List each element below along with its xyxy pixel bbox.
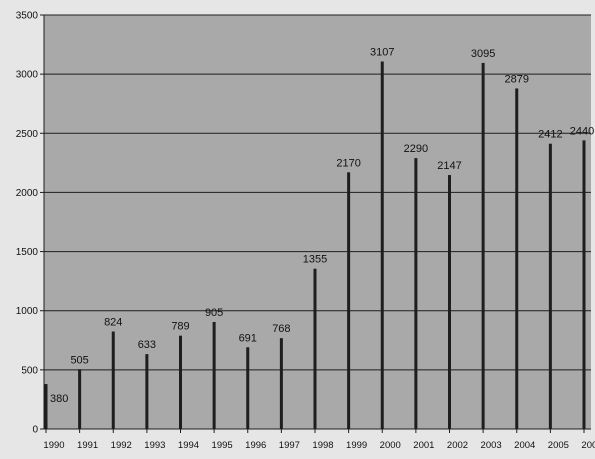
data-label-2001: 2290 [404, 143, 428, 155]
data-label-1992: 824 [104, 317, 122, 329]
data-label-1995: 905 [205, 307, 223, 319]
bar-1991 [78, 369, 82, 429]
bar-1996 [246, 347, 250, 429]
bar-2006 [582, 140, 586, 429]
y-tick-label: 1500 [16, 247, 39, 258]
x-tick-label: 1992 [111, 440, 132, 451]
x-tick-label: 1991 [77, 440, 98, 451]
data-label-1997: 768 [272, 323, 290, 335]
bars [44, 61, 586, 430]
data-label-1999: 2170 [336, 157, 360, 169]
x-tick-label: 2002 [447, 440, 468, 451]
data-label-1994: 789 [171, 321, 189, 333]
y-axis-ticks: 0 500 1000 1500 2000 2500 3000 3500 [16, 11, 44, 436]
y-tick-label: 2500 [16, 129, 39, 140]
y-tick-label: 0 [32, 425, 38, 436]
bar-2004 [515, 88, 519, 429]
x-axis-ticks: 1990 1991 1992 1993 1994 1995 1996 1997 1998 1999… [43, 429, 595, 451]
x-tick-label: 1990 [43, 440, 64, 451]
x-tick-label: 2004 [514, 440, 535, 451]
bar-1999 [347, 172, 351, 429]
data-label-1990: 380 [50, 393, 68, 405]
data-label-2003: 3095 [471, 48, 495, 60]
bar-1990 [44, 384, 48, 429]
y-tick-label: 3500 [16, 11, 39, 22]
x-tick-label: 2003 [481, 440, 502, 451]
bar-2005 [548, 143, 552, 429]
x-tick-label: 2006 [581, 440, 595, 451]
plot-area [44, 15, 591, 429]
bar-1994 [179, 335, 182, 429]
bar-2003 [481, 62, 485, 430]
data-label-2002: 2147 [437, 160, 461, 172]
bar-1995 [212, 321, 216, 429]
bar-2000 [380, 61, 384, 429]
data-label-2006: 2440 [570, 125, 594, 137]
x-tick-label: 1995 [212, 440, 233, 451]
x-tick-label: 2000 [380, 440, 401, 451]
y-tick-label: 500 [21, 365, 38, 376]
data-label-1998: 1355 [303, 254, 327, 266]
bar-2001 [414, 158, 418, 429]
x-tick-label: 2001 [413, 440, 434, 451]
data-label-1996: 691 [239, 332, 257, 344]
bar-1997 [279, 338, 283, 429]
bar-2002 [448, 175, 451, 429]
bar-1992 [111, 331, 115, 429]
x-tick-label: 1994 [178, 440, 199, 451]
data-label-2005: 2412 [538, 129, 562, 141]
bar-1998 [313, 268, 317, 429]
y-tick-label: 3000 [16, 70, 39, 81]
gridlines [44, 14, 591, 371]
y-tick-label: 1000 [16, 306, 39, 317]
data-label-2004: 2879 [505, 73, 529, 85]
x-tick-label: 2005 [548, 440, 569, 451]
x-tick-label: 1999 [346, 440, 367, 451]
data-label-2000: 3107 [370, 46, 394, 58]
bar-1993 [145, 354, 149, 429]
x-tick-label: 1993 [144, 440, 165, 451]
x-tick-label: 1996 [245, 440, 266, 451]
x-tick-label: 1998 [312, 440, 333, 451]
x-tick-label: 1997 [279, 440, 300, 451]
y-tick-label: 2000 [16, 188, 39, 199]
data-label-1991: 505 [70, 354, 88, 366]
data-labels: 380 505 824 633 789 905 691 768 1355 2170 3107 2290… [50, 46, 594, 405]
data-label-1993: 633 [138, 339, 156, 351]
